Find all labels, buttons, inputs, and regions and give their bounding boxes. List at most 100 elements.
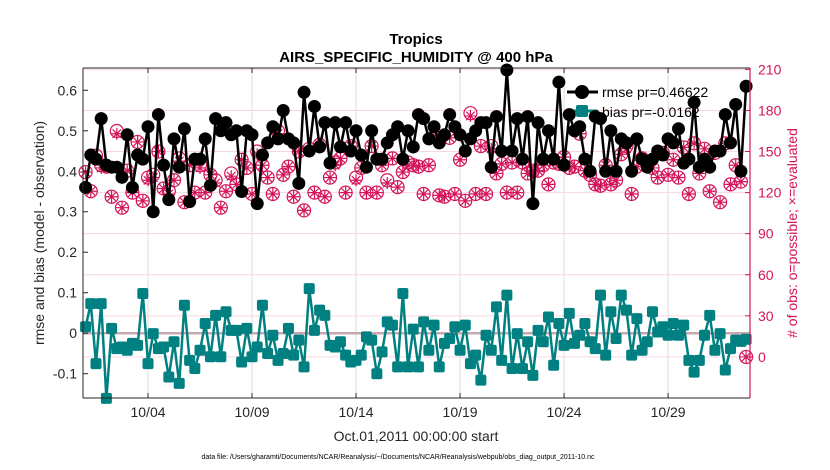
bias-point — [615, 289, 627, 301]
possible-obs-point — [603, 177, 618, 192]
rmse-point — [157, 158, 171, 172]
bias-point — [704, 309, 716, 321]
rmse-point — [573, 120, 587, 134]
bias-point — [256, 299, 268, 311]
bias-point — [199, 317, 211, 329]
bias-point — [241, 322, 253, 334]
bias-point — [178, 299, 190, 311]
evaluated-obs-point — [266, 187, 279, 200]
rmse-point — [198, 132, 212, 146]
possible-obs-point — [702, 184, 717, 199]
bias-point — [386, 319, 398, 331]
evaluated-obs-point — [110, 127, 123, 140]
rmse-point — [625, 164, 639, 178]
evaluated-obs-point — [615, 148, 628, 161]
y-tick-label: 0.5 — [58, 123, 78, 139]
rmse-point — [541, 124, 555, 138]
bias-point — [251, 341, 263, 353]
possible-obs-point — [130, 134, 145, 150]
bias-point — [667, 317, 679, 329]
bias-point — [605, 306, 617, 318]
bias-point — [407, 323, 419, 335]
evaluated-obs-point — [79, 166, 92, 179]
rmse-point — [79, 180, 93, 194]
bias-point — [548, 359, 560, 371]
rmse-point — [437, 128, 451, 142]
series-layer — [78, 63, 754, 404]
rmse-point — [292, 176, 306, 190]
evaluated-obs-point — [152, 145, 165, 158]
evaluated-obs-point — [511, 186, 524, 199]
possible-obs-point — [681, 186, 696, 202]
bias-point — [610, 332, 622, 344]
evaluated-obs-point — [350, 174, 363, 187]
evaluated-obs-point — [459, 194, 472, 207]
bias-point — [293, 334, 305, 346]
rmse-point — [536, 152, 550, 166]
rmse-point — [406, 140, 420, 154]
evaluated-obs-point — [147, 171, 160, 184]
y-tick-label: 0.4 — [58, 163, 78, 179]
bias-point — [210, 309, 222, 321]
evaluated-obs-point — [142, 174, 155, 187]
evaluated-obs-point — [287, 190, 300, 203]
bias-point — [511, 328, 523, 340]
rmse-point — [183, 195, 197, 209]
evaluated-obs-point — [282, 160, 295, 173]
bias-point — [319, 309, 331, 321]
evaluated-obs-point — [391, 181, 404, 194]
rmse-point — [313, 140, 327, 154]
bias-point — [672, 329, 684, 341]
bias-point — [641, 336, 653, 348]
rmse-point — [172, 160, 186, 174]
possible-obs-point — [286, 189, 301, 204]
rmse-point — [136, 152, 150, 166]
possible-obs-point — [135, 193, 150, 208]
evaluated-obs-point — [625, 187, 638, 200]
rmse-point — [619, 136, 633, 150]
bias-point — [594, 289, 606, 301]
evaluated-obs-point — [220, 185, 233, 198]
possible-obs-point — [723, 177, 738, 192]
evaluated-obs-point — [277, 168, 290, 181]
y-right-tick-label: 150 — [758, 144, 782, 160]
bias-point — [95, 298, 107, 310]
bias-point — [527, 369, 539, 381]
evaluated-obs-point — [318, 190, 331, 203]
y-tick-label: -0.1 — [53, 366, 77, 382]
legend-bias-marker — [576, 105, 588, 117]
y-tick-label: 0.2 — [58, 244, 78, 260]
possible-obs-point — [416, 186, 431, 202]
bias-point — [631, 313, 643, 325]
bias-point — [490, 301, 502, 313]
bias-point — [516, 362, 528, 374]
rmse-point — [266, 120, 280, 134]
rmse-point — [193, 152, 207, 166]
rmse-point — [276, 104, 290, 118]
x-tick-label: 10/19 — [443, 404, 478, 420]
bias-point — [147, 328, 159, 340]
bias-point — [688, 366, 700, 378]
rmse-point — [349, 124, 363, 138]
bias-point — [589, 343, 601, 355]
bias-point — [412, 361, 424, 373]
x-tick-label: 10/14 — [339, 404, 374, 420]
rmse-point — [713, 144, 727, 158]
bias-point — [355, 349, 367, 361]
evaluated-obs-point — [396, 166, 409, 179]
evaluated-obs-point — [677, 141, 690, 154]
bias-point — [277, 347, 289, 359]
rmse-point — [666, 136, 680, 150]
bias-point — [215, 351, 227, 363]
bias-point — [236, 356, 248, 368]
bias-point — [303, 283, 315, 295]
rmse-point — [656, 148, 670, 162]
legend-bias-label: bias pr=-0.0162 — [602, 104, 700, 120]
bias-point — [189, 362, 201, 374]
evaluated-obs-point — [360, 186, 373, 199]
bias-point — [657, 321, 669, 333]
evaluated-obs-point — [417, 187, 430, 200]
rmse-point — [229, 124, 243, 138]
rmse-point — [120, 128, 134, 142]
evaluated-obs-point — [370, 186, 383, 199]
